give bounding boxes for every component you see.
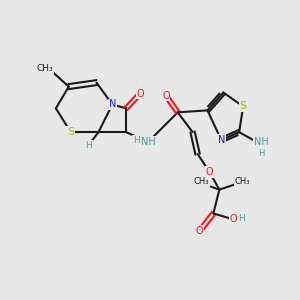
Text: NH: NH (254, 137, 268, 147)
Text: NH: NH (141, 137, 155, 147)
Text: O: O (196, 226, 203, 236)
Text: N: N (109, 99, 116, 110)
Text: S: S (240, 101, 247, 111)
Text: CH₃: CH₃ (37, 64, 53, 73)
Text: O: O (136, 88, 144, 98)
Text: O: O (206, 167, 213, 177)
Text: H: H (85, 140, 92, 149)
Text: CH₃: CH₃ (194, 177, 209, 186)
Text: N: N (218, 135, 225, 145)
Text: H: H (238, 214, 244, 223)
Text: S: S (67, 127, 74, 137)
Text: CH₃: CH₃ (234, 177, 250, 186)
Text: H: H (133, 136, 140, 145)
Text: H: H (258, 149, 264, 158)
Text: O: O (162, 91, 170, 100)
Text: O: O (230, 214, 237, 224)
